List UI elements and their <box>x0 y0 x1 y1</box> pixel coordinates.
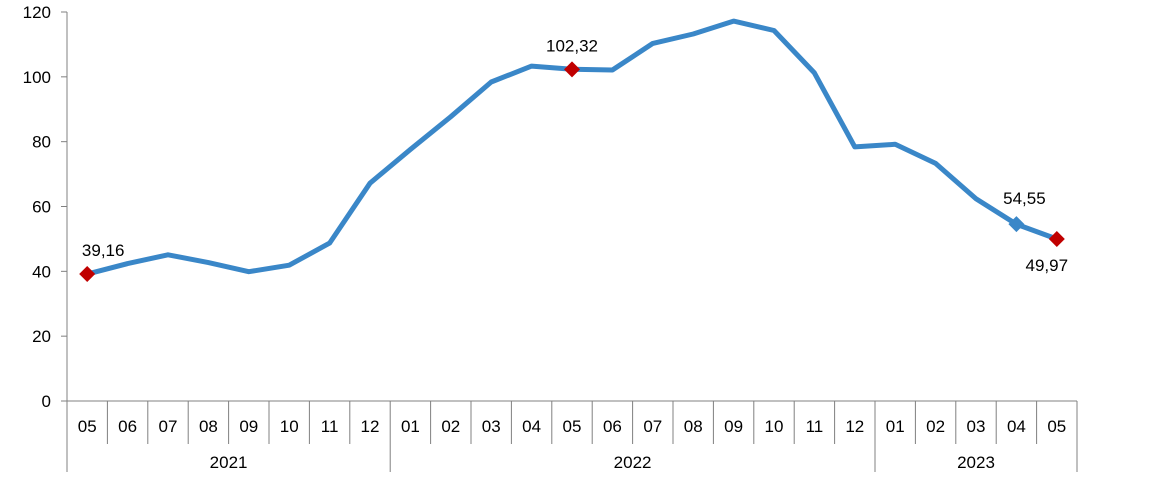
y-axis: 0 20 40 60 80 100 120 <box>23 3 68 411</box>
data-point <box>772 28 776 33</box>
x-tick-label: 06 <box>118 417 137 436</box>
x-tick-label: 07 <box>643 417 662 436</box>
y-tick-label: 0 <box>42 392 51 411</box>
y-tick-label: 40 <box>32 262 51 281</box>
data-point <box>206 260 211 265</box>
data-point <box>125 261 130 266</box>
x-tick-label: 03 <box>482 417 501 436</box>
x-tick-label: 04 <box>522 417 541 436</box>
data-point <box>731 19 736 24</box>
annotation-layer: 39,16 102,32 54,55 49,97 <box>79 36 1069 283</box>
x-tick-label: 05 <box>563 417 582 436</box>
x-tick-label: 11 <box>806 417 824 436</box>
y-tick-label: 60 <box>32 198 51 217</box>
data-point <box>933 161 938 166</box>
y-tick-label: 80 <box>32 133 51 152</box>
x-tick-label: 01 <box>401 417 420 436</box>
data-marker <box>1008 216 1025 233</box>
x-tick-label: 09 <box>239 417 258 436</box>
y-tick-label: 120 <box>23 3 51 22</box>
data-label: 54,55 <box>1003 189 1046 208</box>
data-label: 49,97 <box>1026 256 1069 275</box>
data-point <box>893 142 898 147</box>
data-label: 39,16 <box>82 241 125 260</box>
x-tick-label: 09 <box>724 417 743 436</box>
x-tick-label: 08 <box>199 417 218 436</box>
data-point <box>691 32 696 37</box>
x-tick-label: 02 <box>441 417 460 436</box>
data-marker <box>1048 231 1065 248</box>
x-tick-label: 11 <box>321 417 339 436</box>
data-point <box>529 64 534 69</box>
data-point <box>610 68 615 73</box>
x-year-label: 2021 <box>210 453 248 472</box>
x-axis: 05 06 07 08 09 10 11 12 01 02 03 04 05 06 07 08 09 10 11 12… <box>66 400 1078 472</box>
data-point <box>408 147 413 152</box>
data-point <box>974 196 978 201</box>
x-tick-label: 05 <box>1047 417 1066 436</box>
x-tick-label: 12 <box>845 417 864 436</box>
data-marker <box>564 61 580 78</box>
x-tick-label: 04 <box>1007 417 1026 436</box>
y-tick-label: 100 <box>23 68 51 87</box>
x-tick-label: 10 <box>280 417 299 436</box>
data-marker <box>79 266 96 283</box>
data-point <box>327 241 332 246</box>
data-point <box>448 114 453 119</box>
data-point <box>166 252 170 257</box>
data-point <box>852 144 857 149</box>
x-year-label: 2022 <box>614 453 652 472</box>
x-tick-label: 08 <box>684 417 703 436</box>
data-label: 102,32 <box>546 36 598 55</box>
x-tick-label: 03 <box>967 417 986 436</box>
x-tick-label: 06 <box>603 417 622 436</box>
data-point <box>489 80 494 85</box>
data-point <box>812 70 817 75</box>
x-year-label: 2023 <box>957 453 995 472</box>
data-point <box>368 181 372 186</box>
series-layer <box>84 18 1060 277</box>
data-point <box>287 263 292 268</box>
series-line <box>84 18 1060 277</box>
x-tick-label: 05 <box>78 417 97 436</box>
data-point <box>246 269 251 274</box>
y-tick-label: 20 <box>32 327 51 346</box>
data-point <box>650 41 655 46</box>
x-tick-label: 07 <box>159 417 178 436</box>
x-tick-label: 10 <box>765 417 784 436</box>
x-tick-label: 12 <box>361 417 380 436</box>
x-tick-label: 02 <box>926 417 945 436</box>
x-tick-label: 01 <box>886 417 905 436</box>
